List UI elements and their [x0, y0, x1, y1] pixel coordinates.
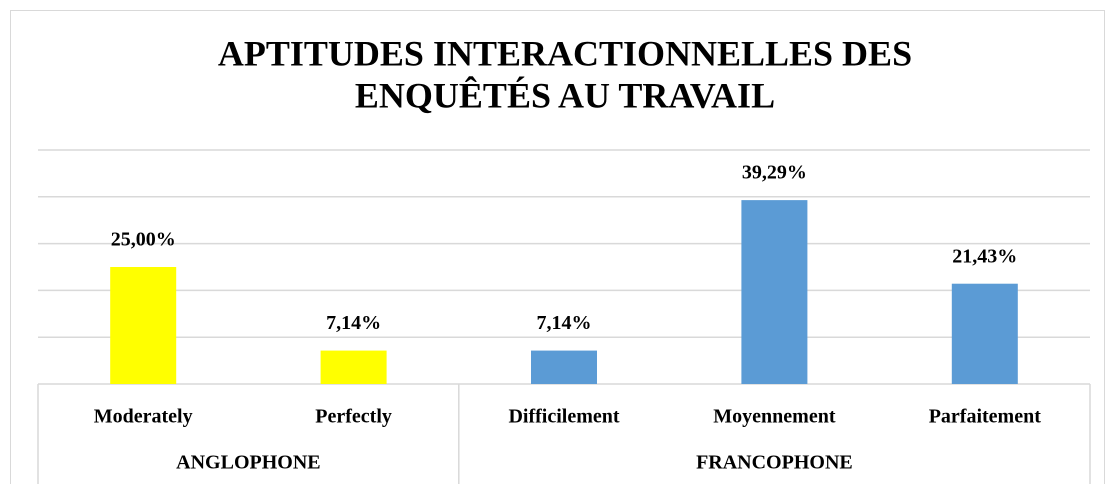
x-tick-label: Parfaitement — [929, 406, 1042, 428]
x-tick-label: Moyennement — [713, 406, 836, 428]
group-label: ANGLOPHONE — [176, 452, 320, 474]
bar — [320, 350, 387, 384]
data-label: 25,00% — [111, 229, 176, 251]
chart-frame — [10, 10, 1105, 484]
x-tick-label: Perfectly — [315, 406, 392, 428]
chart-title: ENQUÊTÉS AU TRAVAIL — [355, 75, 775, 115]
data-label: 7,14% — [537, 312, 592, 334]
data-label: 39,29% — [742, 162, 807, 184]
data-label: 7,14% — [326, 312, 381, 334]
bar — [951, 283, 1018, 384]
data-label: 21,43% — [952, 245, 1017, 267]
x-tick-label: Difficilement — [508, 406, 619, 428]
group-label: FRANCOPHONE — [696, 452, 853, 474]
x-tick-label: Moderately — [94, 406, 193, 428]
bar — [741, 200, 808, 384]
bar — [531, 350, 597, 384]
chart-title: APTITUDES INTERACTIONNELLES DES — [218, 33, 912, 73]
bar — [110, 267, 177, 384]
